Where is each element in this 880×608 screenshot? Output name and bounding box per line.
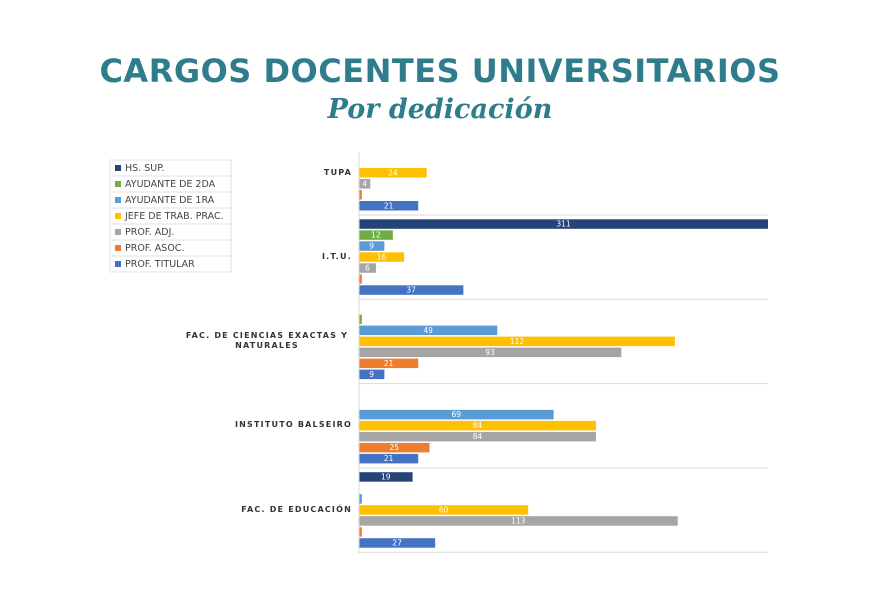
legend-swatch <box>115 229 121 235</box>
legend-label: AYUDANTE DE 2DA <box>125 179 216 190</box>
bar <box>359 527 362 537</box>
value-label: 69 <box>452 410 462 419</box>
value-label: 21 <box>384 454 394 463</box>
value-label: 49 <box>423 326 433 335</box>
bar <box>359 347 622 358</box>
value-label: 84 <box>473 421 483 430</box>
legend-swatch <box>115 197 121 203</box>
bar <box>359 241 385 251</box>
value-label: 24 <box>388 168 398 177</box>
value-label: 6 <box>365 264 370 273</box>
category-label: I.T.U. <box>322 252 352 262</box>
category-label: FAC. DE EDUCACIÓN <box>241 505 352 515</box>
value-label: 112 <box>510 337 525 346</box>
value-label: 311 <box>556 220 571 229</box>
legend-swatch <box>115 261 121 267</box>
value-label: 27 <box>392 538 402 547</box>
bar <box>359 409 554 420</box>
legend-swatch <box>115 181 121 187</box>
value-label: 9 <box>369 370 374 379</box>
value-label: 19 <box>381 472 391 481</box>
chart-title: CARGOS DOCENTES UNIVERSITARIOS <box>99 52 781 90</box>
category-label: INSTITUTO BALSEIRO <box>235 420 352 430</box>
category-label-text: TUPA <box>323 167 352 177</box>
legend-label: JEFE DE TRAB. PRAC. <box>124 211 224 222</box>
chart-subtitle: Por dedicación <box>327 94 553 125</box>
bar <box>359 190 362 200</box>
bar <box>359 285 464 295</box>
value-label: 37 <box>406 286 416 295</box>
value-label: 60 <box>439 505 449 514</box>
legend-cell <box>109 255 232 273</box>
bar <box>359 494 362 504</box>
category-label-text: INSTITUTO BALSEIRO <box>234 420 352 430</box>
bar <box>359 358 419 369</box>
value-label: 93 <box>485 348 495 357</box>
bar <box>359 538 436 548</box>
legend-swatch <box>115 165 121 171</box>
value-label: 84 <box>473 432 483 441</box>
bar <box>359 201 419 211</box>
category-label: TUPA <box>324 168 352 178</box>
value-label: 9 <box>369 242 374 251</box>
bar <box>359 263 376 273</box>
bar <box>359 369 385 380</box>
value-label: 4 <box>362 179 367 188</box>
legend-label: HS. SUP. <box>125 163 164 174</box>
bar <box>359 325 498 336</box>
value-label: 16 <box>377 253 387 262</box>
value-label: 25 <box>389 443 399 452</box>
bar <box>359 420 596 431</box>
bar <box>359 230 393 240</box>
legend-label: PROF. ASOC. <box>125 243 184 254</box>
category-label: FAC. DE CIENCIAS EXACTAS Y NATURALES <box>182 331 352 351</box>
bar <box>359 252 405 262</box>
bar <box>359 168 427 178</box>
value-label: 113 <box>511 516 526 525</box>
legend-swatch <box>115 245 121 251</box>
value-label: 21 <box>384 359 394 368</box>
category-label-text: I.T.U. <box>321 251 352 261</box>
bar <box>359 442 430 453</box>
bar <box>359 431 596 442</box>
category-label-text: FAC. DE EDUCACIÓN <box>241 504 352 514</box>
legend-label: AYUDANTE DE 1RA <box>125 195 215 206</box>
legend-label: PROF. ADJ. <box>125 227 174 238</box>
value-label: 12 <box>371 231 381 240</box>
legend-swatch <box>115 213 121 219</box>
bar <box>359 472 413 482</box>
legend-label: PROF. TITULAR <box>125 259 195 270</box>
bar <box>359 219 768 229</box>
bar <box>359 453 419 464</box>
bar <box>359 516 678 526</box>
bar <box>359 505 529 515</box>
value-label: 21 <box>384 201 394 210</box>
bar <box>359 314 362 325</box>
plot-area <box>359 168 768 548</box>
bar <box>359 274 362 284</box>
bar <box>359 179 371 189</box>
category-label-text: FAC. DE CIENCIAS EXACTAS Y NATURALES <box>185 331 349 351</box>
bar <box>359 336 675 347</box>
